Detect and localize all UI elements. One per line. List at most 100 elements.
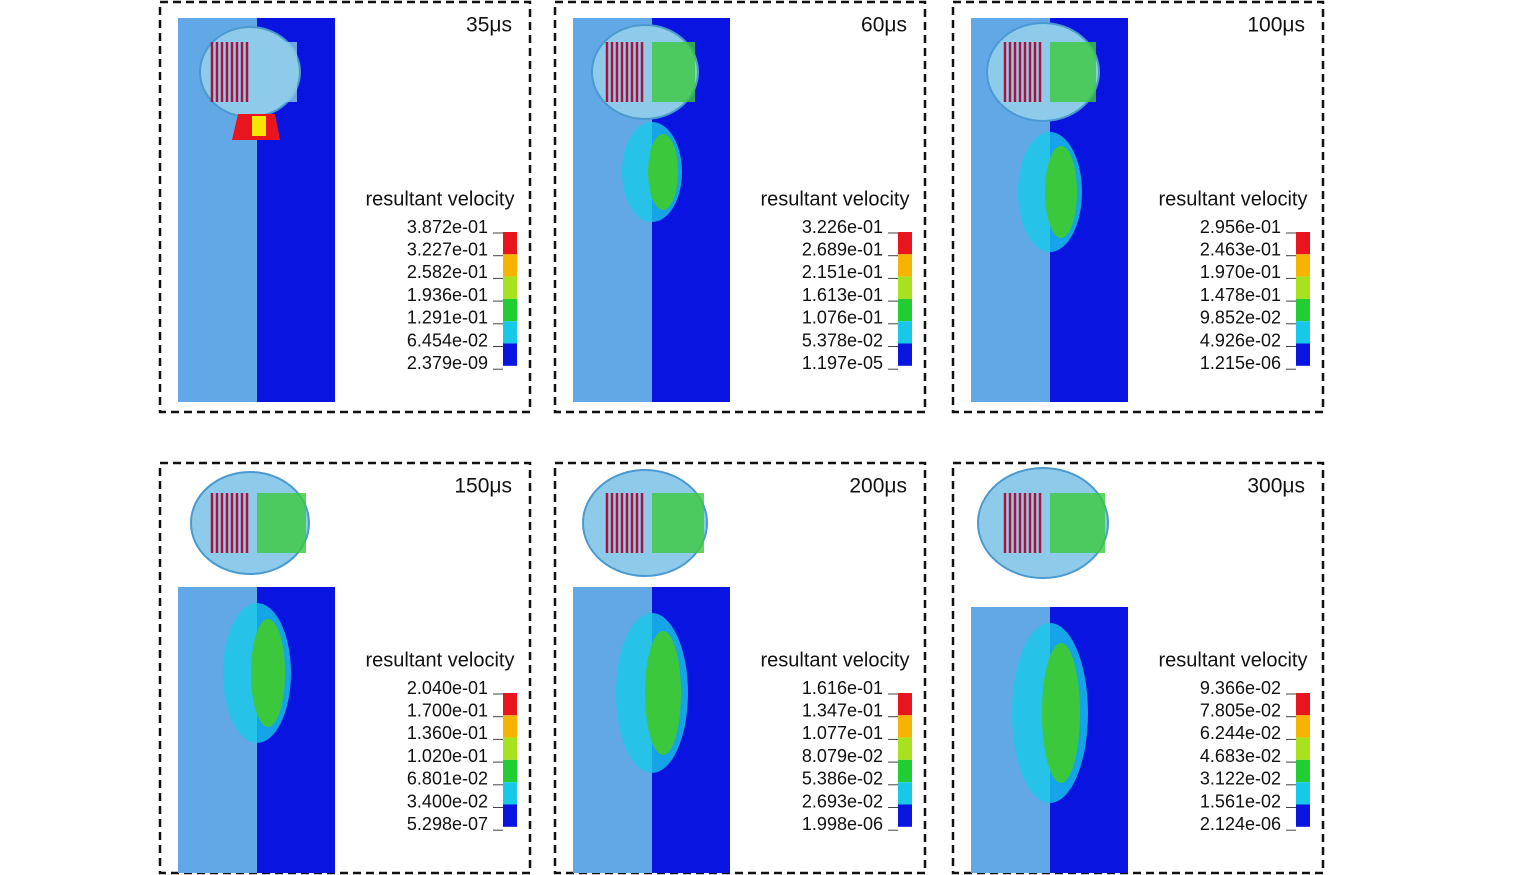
- colorbar-segment: [503, 782, 517, 805]
- legend-label: 5.298e-07: [407, 814, 488, 834]
- legend-title: resultant velocity: [1159, 188, 1308, 210]
- legend-label: 1.360e-01: [407, 723, 488, 743]
- dome-right-green: [1050, 493, 1105, 553]
- fragment-core-hot: [1045, 146, 1077, 238]
- simulation-image: [565, 469, 735, 873]
- colorbar-segment: [1296, 321, 1310, 344]
- legend-title: resultant velocity: [761, 188, 910, 210]
- legend-label: 1.561e-02: [1200, 791, 1281, 811]
- colorbar-segment: [503, 693, 517, 716]
- dome-right-green: [257, 42, 297, 102]
- time-label: 200μs: [849, 475, 907, 498]
- colorbar-segment: [503, 737, 517, 760]
- legend-label: 3.227e-01: [407, 239, 488, 259]
- colorbar-segment: [898, 693, 912, 716]
- legend-label: 2.040e-01: [407, 678, 488, 698]
- legend-label: 2.582e-01: [407, 262, 488, 282]
- legend-label: 1.077e-01: [802, 723, 883, 743]
- colorbar-segment: [898, 782, 912, 805]
- dome-right-green: [1050, 42, 1096, 102]
- legend-label: 1.215e-06: [1200, 353, 1281, 373]
- legend-label: 8.079e-02: [802, 746, 883, 766]
- fragment-core-hot: [648, 134, 678, 210]
- colorbar-segment: [503, 232, 517, 255]
- legend-label: 1.616e-01: [802, 678, 883, 698]
- legend-label: 6.801e-02: [407, 769, 488, 789]
- colorbar-segment: [503, 715, 517, 738]
- time-label: 100μs: [1247, 14, 1305, 37]
- panel: 60μs resultant velocity 3.226e-012.689e-01…: [553, 0, 927, 414]
- colorbar-segment: [1296, 232, 1310, 255]
- fragment-core-hot: [251, 619, 285, 727]
- colorbar-segment: [503, 321, 517, 344]
- fragment-core-hot: [645, 631, 681, 755]
- colorbar-segment: [898, 276, 912, 299]
- legend-label: 3.122e-02: [1200, 769, 1281, 789]
- dome-right-green: [257, 493, 306, 553]
- legend-label: 1.197e-05: [802, 353, 883, 373]
- panel: 300μs resultant velocity 9.366e-027.805e-0…: [951, 461, 1325, 875]
- colorbar-segment: [1296, 343, 1310, 366]
- legend-label: 2.463e-01: [1200, 239, 1281, 259]
- colorbar-segment: [503, 759, 517, 783]
- legend-label: 9.852e-02: [1200, 308, 1281, 328]
- penetrator-hot: [252, 116, 266, 136]
- legend-label: 2.151e-01: [802, 262, 883, 282]
- colorbar-segment: [898, 804, 912, 827]
- colorbar-segment: [898, 254, 912, 277]
- time-label: 35μs: [466, 14, 512, 37]
- dome-right-green: [652, 493, 704, 553]
- panel-frame: [951, 0, 1325, 414]
- colorbar-segment: [503, 254, 517, 277]
- panel: 150μs resultant velocity 2.040e-011.700e-0…: [158, 461, 532, 875]
- legend-label: 1.970e-01: [1200, 262, 1281, 282]
- time-label: 150μs: [454, 475, 512, 498]
- colorbar-segment: [1296, 254, 1310, 277]
- legend-label: 1.613e-01: [802, 285, 883, 305]
- legend-title: resultant velocity: [1159, 649, 1308, 671]
- colorbar-segment: [898, 298, 912, 322]
- legend-label: 1.700e-01: [407, 700, 488, 720]
- simulation-image: [971, 18, 1128, 402]
- legend-label: 5.386e-02: [802, 769, 883, 789]
- colorbar-segment: [898, 737, 912, 760]
- simulation-image: [178, 18, 335, 402]
- panel-frame: [158, 0, 532, 414]
- colorbar-segment: [1296, 693, 1310, 716]
- legend-label: 1.020e-01: [407, 746, 488, 766]
- legend-label: 1.076e-01: [802, 308, 883, 328]
- colorbar-segment: [1296, 782, 1310, 805]
- panel: 35μs resultant velocity 3.872e-013.227e-01…: [158, 0, 532, 414]
- simulation-image: [170, 471, 340, 873]
- colorbar-segment: [503, 276, 517, 299]
- colorbar-segment: [898, 715, 912, 738]
- legend-label: 1.347e-01: [802, 700, 883, 720]
- dome-right-green: [652, 42, 695, 102]
- colorbar-segment: [1296, 737, 1310, 760]
- colorbar-segment: [1296, 715, 1310, 738]
- legend-title: resultant velocity: [366, 188, 515, 210]
- panel-frame: [553, 0, 927, 414]
- fragment-core-hot: [1042, 643, 1080, 783]
- legend-label: 2.693e-02: [802, 791, 883, 811]
- colorbar-segment: [1296, 804, 1310, 827]
- legend-label: 1.936e-01: [407, 285, 488, 305]
- legend-label: 6.454e-02: [407, 330, 488, 350]
- legend-label: 1.478e-01: [1200, 285, 1281, 305]
- colorbar-segment: [898, 232, 912, 255]
- panel-frame: [951, 461, 1325, 875]
- panel: 200μs resultant velocity 1.616e-011.347e-0…: [553, 461, 927, 875]
- simulation-image: [573, 18, 730, 402]
- simulation-image: [963, 467, 1133, 873]
- colorbar-segment: [898, 321, 912, 344]
- colorbar-segment: [1296, 759, 1310, 783]
- colorbar-segment: [898, 343, 912, 366]
- legend-label: 6.244e-02: [1200, 723, 1281, 743]
- legend-label: 7.805e-02: [1200, 700, 1281, 720]
- panel: 100μs resultant velocity 2.956e-012.463e-0…: [951, 0, 1325, 414]
- legend-label: 3.400e-02: [407, 791, 488, 811]
- legend-label: 2.689e-01: [802, 239, 883, 259]
- time-label: 60μs: [861, 14, 907, 37]
